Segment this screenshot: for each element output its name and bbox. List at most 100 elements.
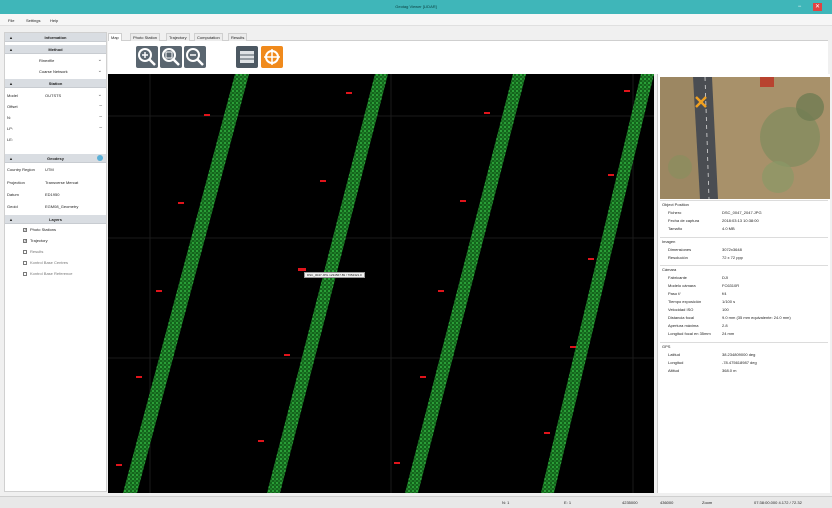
- collapse-icon[interactable]: ▲: [9, 217, 13, 222]
- zoom-in-icon[interactable]: [136, 46, 158, 68]
- zoom-fit-icon[interactable]: [160, 46, 182, 68]
- photo-station-marker: [570, 346, 576, 348]
- minimize-button[interactable]: −: [797, 4, 802, 10]
- table-icon[interactable]: [236, 46, 258, 68]
- trajectory-strip[interactable]: [541, 74, 654, 493]
- station-model[interactable]: Model OUTSTS ⌄: [7, 92, 102, 98]
- layer-label: Kontrol Base Centres: [30, 260, 69, 265]
- title-bar: Geotag Viewer [LIDAR] − ✕: [0, 0, 832, 14]
- photo-station-marker: [544, 432, 550, 434]
- zoom-out-icon[interactable]: [184, 46, 206, 68]
- status-north: N: 1: [502, 500, 510, 505]
- section-gps: GPS: [662, 344, 671, 349]
- trajectory-strip[interactable]: [405, 74, 526, 493]
- section-image: Imagen: [662, 239, 676, 244]
- status-x: 436000: [660, 500, 674, 505]
- photo-station-marker: [258, 440, 264, 442]
- photo-info-panel: Object Position Fichero DSC_0047_2047.JPG…: [657, 74, 830, 493]
- checkbox-photo-stations[interactable]: [23, 227, 27, 232]
- photo-station-marker: [394, 462, 400, 464]
- collapse-icon[interactable]: ▲: [9, 81, 13, 86]
- info-row: Dimensiones 3072x3648: [668, 247, 742, 252]
- station-le[interactable]: LE:: [7, 137, 14, 142]
- info-row: Latitud 38.234809000 deg: [668, 352, 756, 357]
- tab-bar: Map Photo Station Trajectory Computation…: [108, 32, 828, 41]
- section-layers[interactable]: ▲ Layers: [5, 215, 106, 224]
- station-offset[interactable]: Offset –: [7, 103, 102, 109]
- checkbox-trajectory[interactable]: [23, 238, 27, 243]
- geodesy-geoid[interactable]: Geoid EGM08_Geometry: [7, 204, 79, 209]
- tab-map[interactable]: Map: [108, 33, 122, 41]
- divider: [660, 342, 828, 343]
- checkbox-kontrol-centres[interactable]: [23, 261, 27, 265]
- photo-station-marker: [284, 354, 290, 356]
- info-row: Distancia focal 9.0 mm (35 mm equivalente…: [668, 315, 791, 320]
- station-lp[interactable]: LP: –: [7, 125, 102, 131]
- layer-label: Kontrol Base Reference: [30, 271, 73, 276]
- info-row: Altitud 368.0 m: [668, 368, 737, 373]
- collapse-icon[interactable]: ▲: [9, 156, 13, 161]
- info-row: Velocidad ISO 100: [668, 307, 729, 312]
- section-station[interactable]: ▲ Station: [5, 79, 106, 88]
- photo-position-marker: [695, 96, 707, 108]
- section-information[interactable]: ▲ Information: [5, 33, 106, 42]
- section-camera: Cámara: [662, 267, 677, 272]
- map-toolbar: [108, 41, 828, 74]
- status-zoom: Zoom: [702, 500, 713, 505]
- layer-label: Results: [30, 249, 44, 254]
- info-row: Paso f/f/4: [668, 291, 727, 296]
- map-canvas[interactable]: DSC_0047.JPG 1234567.89 / 7654321.0: [108, 74, 654, 493]
- layer-label: Photo Stations: [30, 227, 57, 232]
- menu-bar: File Settings Help: [0, 14, 832, 26]
- photo-station-marker: [298, 268, 306, 271]
- info-icon[interactable]: [97, 155, 103, 161]
- photo-station-marker: [136, 376, 142, 378]
- method-select-2[interactable]: Coarse Network ⌄: [39, 68, 102, 74]
- info-row: Tamaño 4.0 MB: [668, 226, 735, 231]
- window-title: Geotag Viewer [LIDAR]: [395, 4, 437, 9]
- menu-help[interactable]: Help: [50, 18, 59, 23]
- photo-station-marker: [346, 92, 352, 94]
- geodesy-projection[interactable]: Projection Transverse Mercat: [7, 180, 79, 185]
- photo-station-marker: [178, 202, 184, 204]
- layer-label: Trajectory: [30, 238, 48, 243]
- divider: [660, 237, 828, 238]
- status-time: 07:38:00.000 4.172 / 72.32: [754, 500, 802, 505]
- trajectory-strip[interactable]: [267, 74, 388, 493]
- info-row: Fabricante DJI: [668, 275, 728, 280]
- export-icon[interactable]: [261, 46, 283, 68]
- photo-station-marker: [438, 290, 444, 292]
- info-row: Tiempo exposición 1/100 s: [668, 299, 736, 304]
- map-svg: [108, 74, 654, 493]
- photo-station-marker: [204, 114, 210, 116]
- method-select[interactable]: Rinexfile ⌄: [39, 57, 102, 63]
- menu-file[interactable]: File: [8, 18, 15, 23]
- tab-results[interactable]: Results: [228, 33, 248, 41]
- photo-station-marker: [608, 174, 614, 176]
- geodesy-country[interactable]: Country Region UTM: [7, 167, 54, 172]
- geodesy-datum[interactable]: Datum ED1950: [7, 192, 60, 197]
- info-row: Modelo cámara FC6310R: [668, 283, 740, 288]
- info-row: Fichero DSC_0047_2047.JPG: [668, 210, 762, 215]
- station-n[interactable]: N: –: [7, 114, 102, 120]
- menu-settings[interactable]: Settings: [26, 18, 41, 23]
- tab-computation[interactable]: Computation: [194, 33, 223, 41]
- checkbox-kontrol-reference[interactable]: [23, 272, 27, 276]
- photo-station-marker: [484, 112, 490, 114]
- map-tooltip: DSC_0047.JPG 1234567.89 / 7654321.0: [304, 272, 365, 278]
- tab-photo-station[interactable]: Photo Station: [130, 33, 161, 41]
- collapse-icon[interactable]: ▲: [9, 35, 13, 40]
- photo-station-marker: [588, 258, 594, 260]
- tab-trajectory[interactable]: Trajectory: [166, 33, 190, 41]
- chevron-down-icon: ⌄: [97, 68, 102, 74]
- close-button[interactable]: ✕: [813, 3, 822, 11]
- trajectory-strip[interactable]: [123, 74, 249, 493]
- section-object-position: Object Position: [662, 202, 689, 207]
- info-row: Apertura máxima 2.8: [668, 323, 728, 328]
- section-geodesy[interactable]: ▲ Geodesy: [5, 154, 106, 163]
- photo-station-marker: [460, 200, 466, 202]
- section-method[interactable]: ▲ Method: [5, 45, 106, 54]
- collapse-icon[interactable]: ▲: [9, 47, 13, 52]
- status-east: E: 1: [564, 500, 572, 505]
- checkbox-results[interactable]: [23, 250, 27, 254]
